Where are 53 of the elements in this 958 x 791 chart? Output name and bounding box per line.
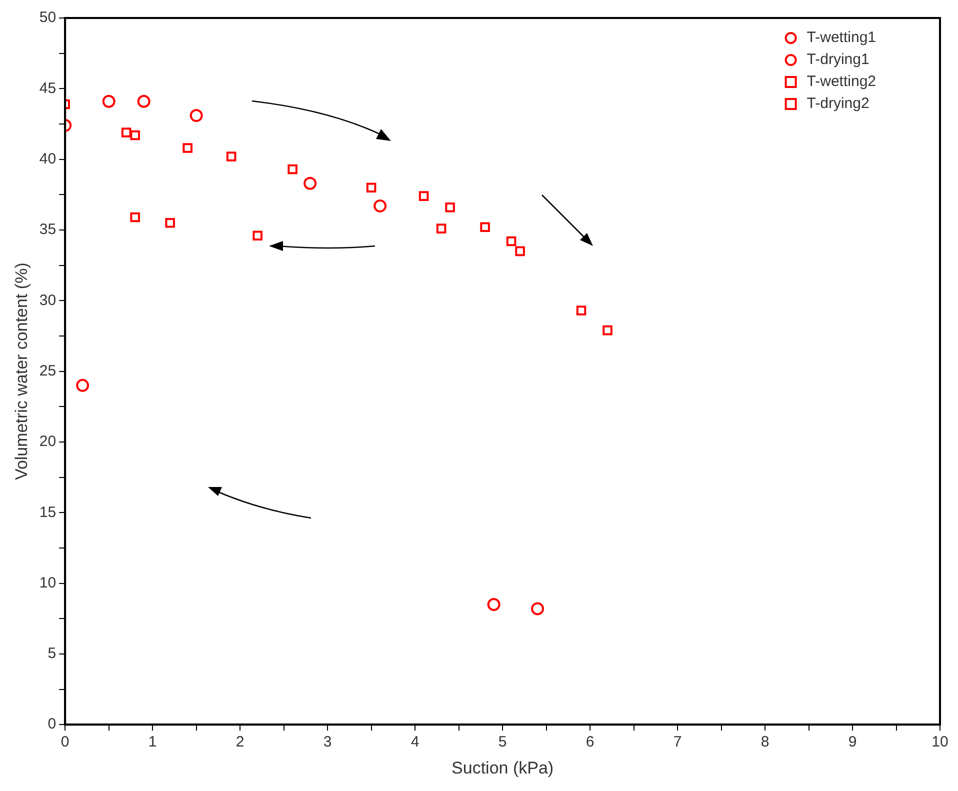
x-tick-label: 8 — [760, 734, 770, 751]
point — [130, 130, 140, 140]
point — [130, 212, 140, 222]
y-tick-label: 10 — [39, 574, 56, 592]
point — [137, 94, 150, 108]
point — [121, 128, 132, 138]
x-axis-title: Suction (kPa) — [452, 758, 554, 778]
point — [445, 202, 455, 212]
x-tick-label: 9 — [848, 734, 857, 751]
y-tick-label: 25 — [39, 362, 56, 380]
x-tick-label: 5 — [498, 734, 507, 751]
point — [480, 222, 490, 232]
x-tick-label: 10 — [932, 734, 948, 751]
y-tick-label: 5 — [48, 645, 56, 662]
point — [182, 143, 192, 153]
point — [418, 191, 429, 201]
y-tick-label: 40 — [39, 150, 56, 168]
x-tick-label: 0 — [60, 734, 70, 751]
point — [515, 246, 525, 256]
point — [76, 378, 90, 392]
y-axis-title: Volumetric water content (%) — [12, 262, 31, 480]
point — [506, 236, 516, 246]
point — [252, 230, 262, 241]
point — [366, 182, 376, 192]
y-tick-label: 30 — [39, 292, 56, 309]
x-tick-label: 2 — [236, 734, 244, 751]
x-tick-label: 7 — [673, 734, 682, 751]
point — [226, 152, 236, 162]
legend-label: T-wetting1 — [806, 29, 876, 46]
point — [190, 109, 203, 122]
y-tick-label: 35 — [39, 221, 56, 238]
y-tick-label: 45 — [39, 80, 56, 97]
point — [576, 306, 586, 316]
x-tick-label: 6 — [586, 734, 594, 751]
point — [436, 224, 446, 234]
point — [102, 94, 116, 108]
point — [531, 602, 544, 616]
legend-label: T-drying1 — [806, 51, 870, 68]
point — [602, 325, 612, 336]
y-tick-label: 50 — [39, 9, 56, 26]
x-tick-label: 3 — [323, 734, 332, 751]
y-tick-label: 20 — [39, 433, 56, 450]
y-tick-label: 0 — [48, 716, 56, 733]
x-tick-label: 4 — [410, 734, 420, 751]
legend-label: T-wetting2 — [806, 73, 876, 90]
legend-label: T-drying2 — [806, 95, 870, 112]
y-tick-label: 15 — [39, 504, 56, 521]
point — [374, 199, 387, 212]
x-tick-label: 1 — [148, 734, 157, 751]
point — [304, 176, 317, 190]
point — [487, 598, 500, 611]
point — [165, 218, 175, 228]
point — [288, 164, 298, 174]
